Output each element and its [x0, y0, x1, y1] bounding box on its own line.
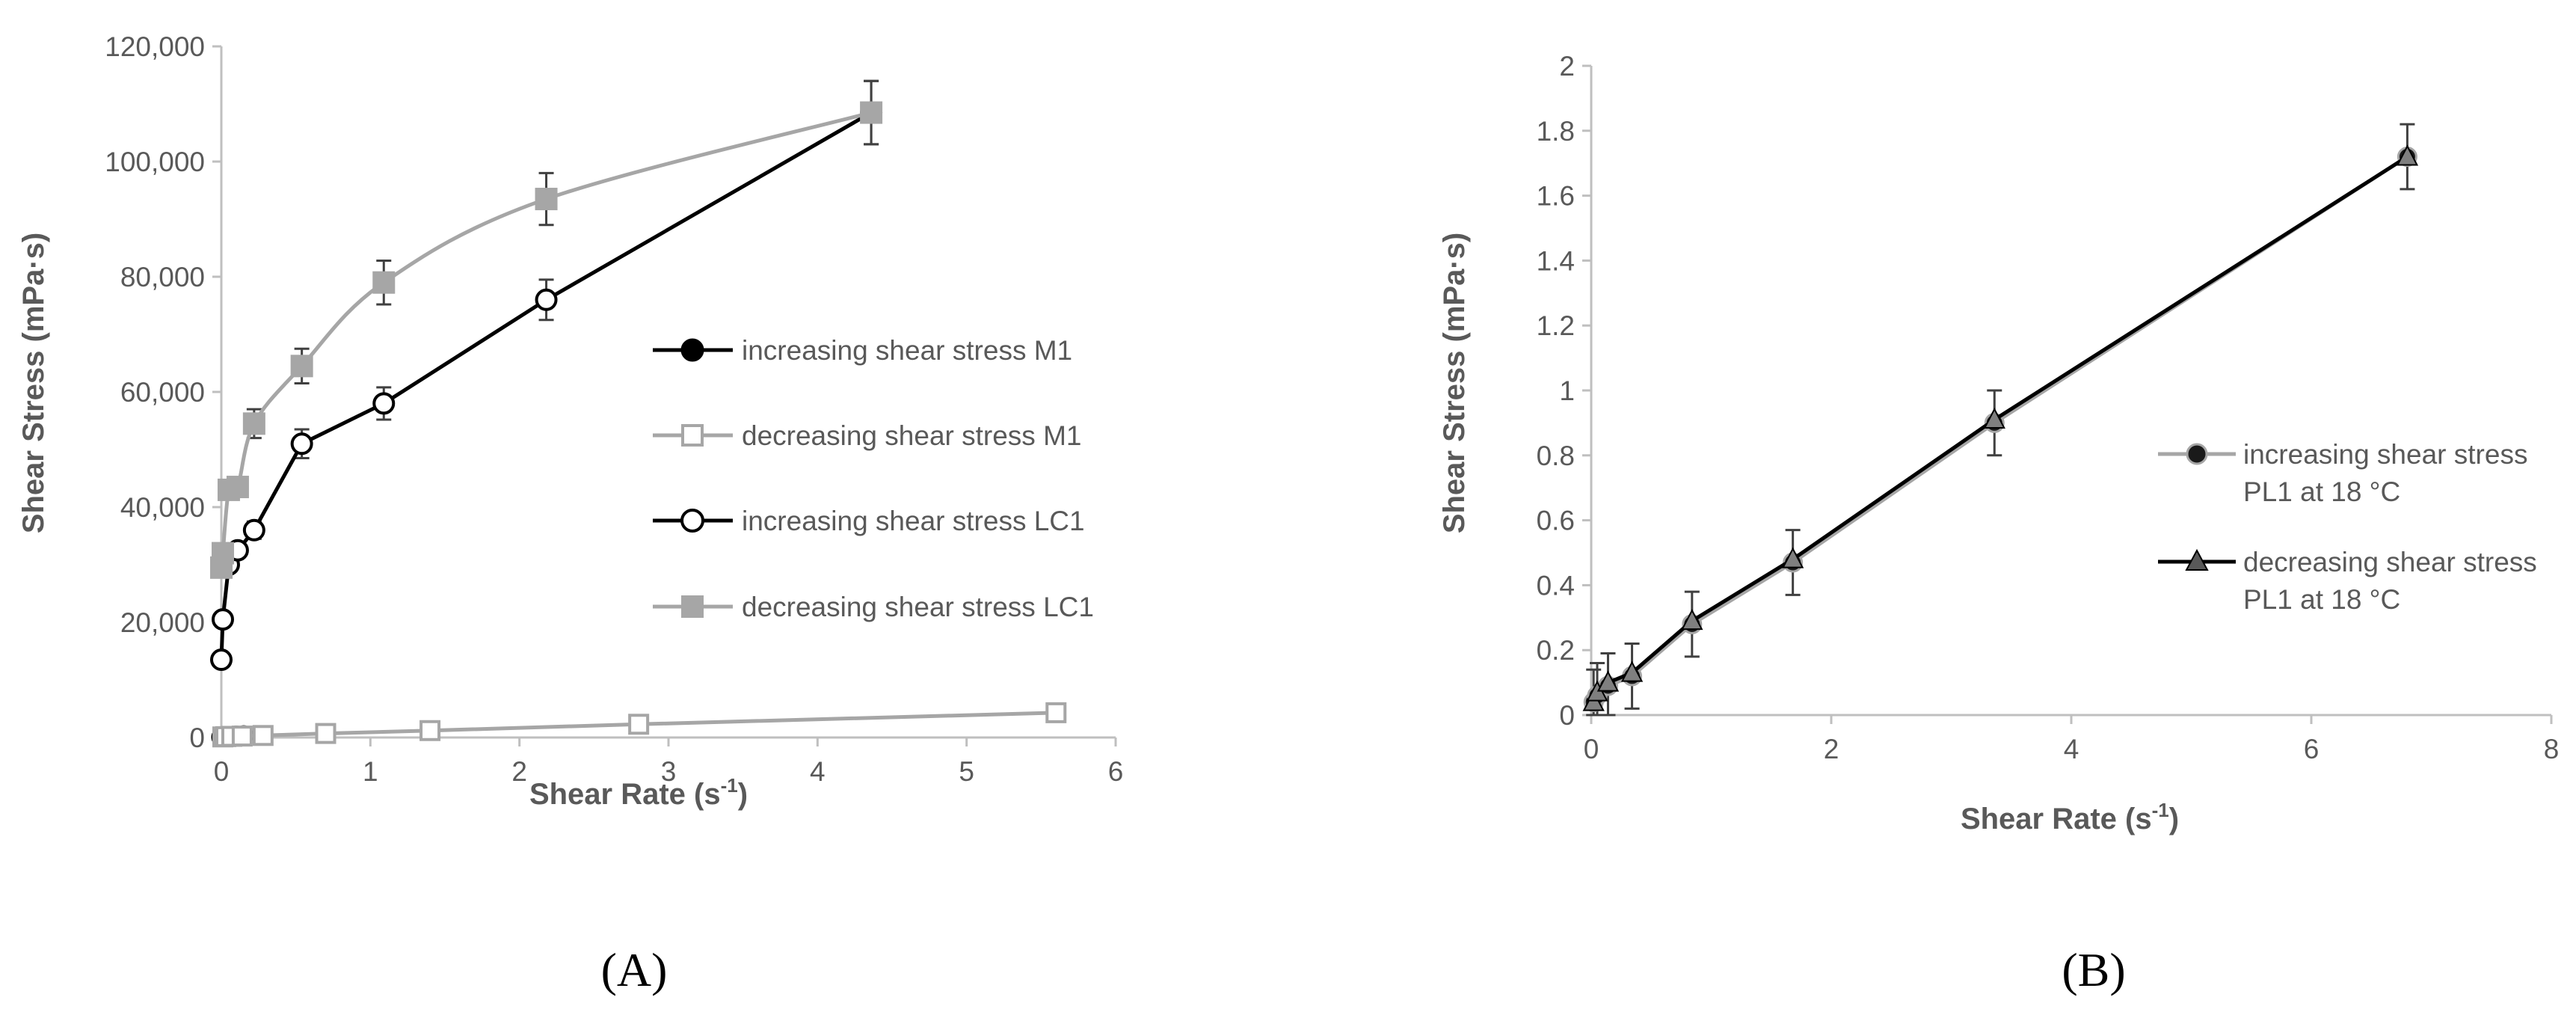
y-tick-label: 0.6	[1537, 506, 1575, 536]
data-point-triangle	[1983, 407, 2005, 429]
y-tick-label: 0.2	[1537, 635, 1575, 666]
legend-label: decreasing shear stress M1	[742, 420, 1081, 451]
legend-label-line2: PL1 at 18 °C	[2243, 476, 2400, 507]
y-tick-label: 1.6	[1537, 181, 1575, 212]
legend-label: decreasing shear stress LC1	[742, 592, 1094, 622]
data-point-square-filled	[211, 542, 234, 565]
data-point-square-open	[1045, 702, 1067, 723]
data-point-square-open	[419, 720, 441, 741]
legend-marker-square-filled	[681, 595, 704, 618]
y-tick-label: 1.8	[1537, 116, 1575, 147]
legend-marker-circle-filled	[680, 338, 704, 362]
data-point-triangle	[1596, 670, 1620, 692]
panel-a-label: (A)	[601, 943, 668, 996]
data-point-triangle	[1681, 608, 1703, 631]
data-point-triangle	[1781, 547, 1804, 568]
x-tick-label: 5	[959, 756, 974, 787]
x-tick-label: 2	[511, 756, 527, 787]
panel-a-legend: increasing shear stress M1 decreasing sh…	[653, 335, 1094, 622]
y-tick-label: 2	[1559, 51, 1575, 82]
legend-marker-square-open	[681, 424, 704, 447]
legend-entry-decreasing-lc1: decreasing shear stress LC1	[653, 592, 1094, 622]
x-tick-label: 0	[214, 756, 230, 787]
series-1	[1582, 144, 2419, 711]
legend-entry-decreasing-pl1: decreasing shear stress PL1 at 18 °C	[2158, 547, 2537, 615]
panel-b-x-axis-title: Shear Rate (s-1)	[1961, 799, 2179, 835]
data-point-triangle	[2396, 144, 2419, 166]
legend-entry-increasing-m1: increasing shear stress M1	[653, 335, 1072, 366]
data-point-square-open	[231, 726, 253, 747]
data-point-circle-open	[242, 518, 265, 542]
x-tick-label: 6	[2304, 734, 2320, 764]
x-tick-label: 6	[1108, 756, 1124, 787]
y-tick-label: 0	[1559, 700, 1575, 731]
data-point-circle-open	[535, 288, 558, 311]
y-tick-label: 80,000	[120, 262, 205, 292]
data-point-square-open	[628, 714, 650, 735]
legend-marker-triangle	[2185, 548, 2209, 571]
y-tick-label: 1.2	[1537, 310, 1575, 341]
legend-label-line1: increasing shear stress	[2243, 439, 2527, 470]
legend-marker-circle-open	[680, 509, 704, 533]
panel-a-chart: 020,00040,00060,00080,000100,000120,000 …	[17, 31, 1123, 996]
panel-b-y-axis-title: Shear Stress (mPa·s)	[1438, 233, 1471, 533]
data-point-square-filled	[290, 355, 313, 378]
x-tick-label: 2	[1824, 734, 1839, 764]
data-point-square-open	[315, 723, 336, 744]
y-tick-label: 0.4	[1537, 570, 1575, 601]
x-tick-label: 4	[810, 756, 826, 787]
y-tick-label: 20,000	[120, 607, 205, 638]
y-tick-label: 0.8	[1537, 441, 1575, 471]
data-point-circle-open	[372, 392, 396, 415]
data-point-square-filled	[226, 476, 249, 499]
legend-entry-increasing-pl1: increasing shear stress PL1 at 18 °C	[2158, 439, 2527, 507]
y-tick-label: 60,000	[120, 377, 205, 408]
y-tick-label: 1	[1559, 375, 1575, 406]
legend-label: increasing shear stress LC1	[742, 506, 1085, 536]
x-tick-label: 8	[2544, 734, 2560, 764]
panel-a-x-axis-title: Shear Rate (s-1)	[529, 774, 748, 811]
series-3	[210, 79, 883, 579]
data-point-square-filled	[242, 412, 265, 435]
y-tick-label: 40,000	[120, 492, 205, 523]
y-tick-label: 0	[189, 723, 205, 753]
panel-b-label: (B)	[2062, 943, 2125, 996]
panel-b-chart: 0 0.2 0.4 0.6 0.8 1 1.2 1.4 1.6 1.8 2 0 2 4 6 8 Shear …	[1438, 51, 2559, 996]
data-point-square-filled	[535, 188, 558, 211]
x-tick-label: 4	[2064, 734, 2079, 764]
legend-label-line2: PL1 at 18 °C	[2243, 584, 2400, 615]
panel-a-y-axis-title: Shear Stress (mPa·s)	[17, 233, 50, 533]
data-point-circle-open	[211, 608, 234, 631]
legend-entry-decreasing-m1: decreasing shear stress M1	[653, 420, 1081, 451]
legend-label: increasing shear stress M1	[742, 335, 1072, 366]
legend-entry-increasing-lc1: increasing shear stress LC1	[653, 506, 1085, 536]
data-point-circle-open	[290, 432, 313, 456]
x-tick-label: 1	[363, 756, 378, 787]
y-tick-label: 120,000	[105, 31, 205, 62]
data-point-square-open	[252, 725, 274, 746]
legend-label-line1: decreasing shear stress	[2243, 547, 2537, 577]
series-1	[212, 702, 1067, 748]
x-tick-label: 0	[1584, 734, 1599, 764]
y-tick-label: 1.4	[1537, 245, 1575, 276]
data-point-triangle	[1620, 660, 1644, 682]
panel-b-legend: increasing shear stress PL1 at 18 °C dec…	[2158, 439, 2537, 615]
x-tick-label: 3	[661, 756, 677, 787]
y-tick-label: 100,000	[105, 147, 205, 177]
data-point-circle-open	[210, 648, 233, 672]
data-point-square-filled	[372, 271, 396, 294]
legend-marker-circle	[2186, 443, 2208, 465]
data-point-square-filled	[860, 101, 883, 124]
